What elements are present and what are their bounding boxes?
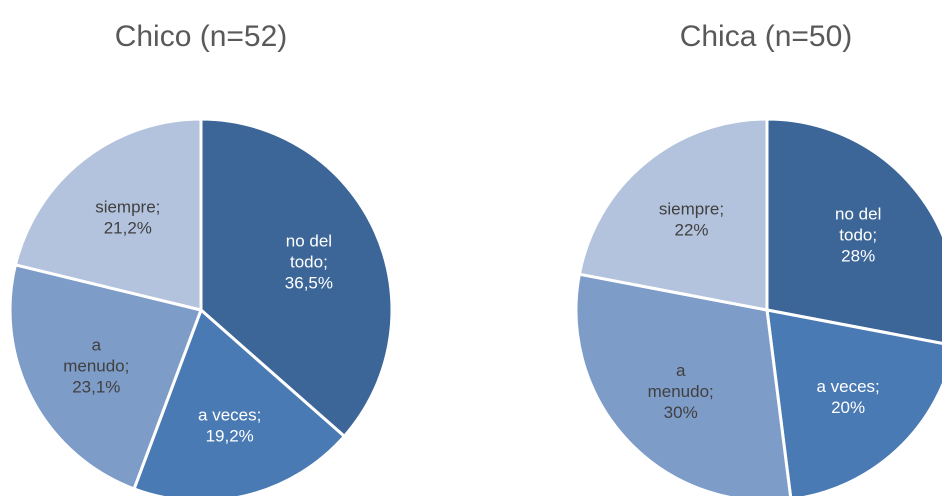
slice-label-no-del-todo: no del todo; 36,5% xyxy=(285,231,333,292)
pie-chica: no del todo; 28% a veces; 20% a menudo; 30% siem… xyxy=(574,117,942,496)
pie-slice-no-del-todo xyxy=(765,117,942,345)
pie-chico: no del todo; 36,5% a veces; 19,2% a menudo; 23,… xyxy=(8,117,394,496)
pie-slice-siempre xyxy=(13,117,203,312)
slice-label-a-menudo: a menudo; 23,1% xyxy=(63,335,129,396)
slice-label-siempre: siempre; 21,2% xyxy=(95,197,160,237)
slice-label-a-menudo: a menudo; 30% xyxy=(648,361,714,422)
pie-slice-no-del-todo xyxy=(199,117,394,438)
chart-title-chico: Chico (n=52) xyxy=(115,20,288,53)
slice-label-a-veces: a veces; 19,2% xyxy=(198,405,261,445)
pie-slice-a-veces xyxy=(765,308,942,496)
chart-title-chica: Chica (n=50) xyxy=(680,20,853,53)
pie-slice-siempre xyxy=(577,117,769,312)
pie-slice-a-menudo xyxy=(8,263,203,491)
pie-slice-a-menudo xyxy=(574,272,793,496)
slice-label-no-del-todo: no del todo; 28% xyxy=(835,205,881,266)
slice-label-siempre: siempre; 22% xyxy=(659,199,724,239)
slice-label-a-veces: a veces; 20% xyxy=(816,377,879,417)
